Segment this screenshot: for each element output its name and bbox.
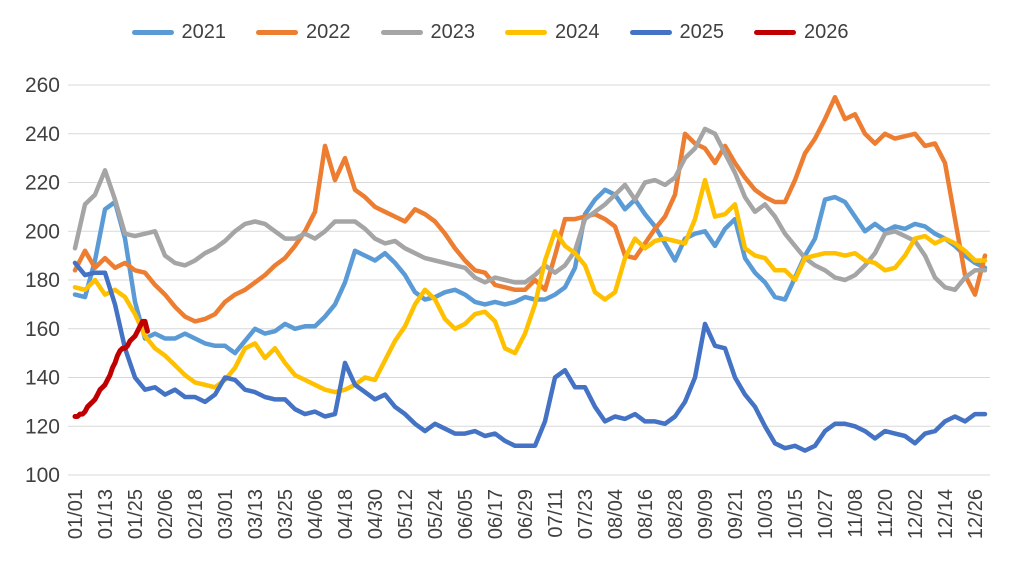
y-tick-label-200: 200 xyxy=(25,220,60,243)
x-tick-label-05-12: 05/12 xyxy=(395,489,417,539)
legend-label: 2023 xyxy=(430,21,476,43)
x-tick-label-04-18: 04/18 xyxy=(335,489,357,539)
legend-item-2023[interactable]: 2023 xyxy=(380,21,476,43)
legend-marker-2023 xyxy=(380,29,423,35)
y-tick-label-100: 100 xyxy=(25,464,60,487)
legend-marker-2025 xyxy=(629,29,672,35)
legend-item-2021[interactable]: 2021 xyxy=(131,21,227,43)
y-tick-label-140: 140 xyxy=(25,367,60,390)
x-tick-label-11-08: 11/08 xyxy=(845,489,867,538)
x-tick-label-06-17: 06/17 xyxy=(485,489,507,539)
x-tick-label-07-11: 07/11 xyxy=(545,489,567,538)
legend-item-2022[interactable]: 2022 xyxy=(256,22,351,42)
series-line-2026 xyxy=(72,318,150,419)
series-line-2023 xyxy=(72,126,988,293)
x-tick-label-10-03: 10/03 xyxy=(755,489,777,539)
x-tick-label-03-01: 03/01 xyxy=(215,489,237,539)
series-line-2022 xyxy=(72,94,988,324)
y-tick-label-120: 120 xyxy=(25,415,60,438)
legend-item-2024[interactable]: 2024 xyxy=(505,22,600,42)
x-tick-label-02-18: 02/18 xyxy=(185,489,207,539)
legend-label: 2024 xyxy=(555,21,600,43)
x-tick-label-04-30: 04/30 xyxy=(365,489,387,539)
x-tick-label-10-27: 10/27 xyxy=(815,489,837,539)
x-tick-label-12-02: 12/02 xyxy=(905,489,927,539)
y-tick-label-260: 260 xyxy=(25,74,60,97)
x-tick-label-04-06: 04/06 xyxy=(305,489,327,539)
x-tick-label-06-05: 06/05 xyxy=(455,489,477,539)
legend-label: 2025 xyxy=(679,21,725,43)
legend-marker-2026 xyxy=(754,29,796,35)
legend-marker-2021 xyxy=(131,29,174,35)
legend-label: 2021 xyxy=(181,21,227,43)
chart-legend: 2021 2022 2023 2024 2025 2026 xyxy=(0,22,980,42)
y-tick-label-220: 220 xyxy=(25,172,60,195)
x-tick-label-12-14: 12/14 xyxy=(935,489,957,539)
y-tick-label-240: 240 xyxy=(25,123,60,146)
legend-marker-2024 xyxy=(505,29,547,35)
x-tick-label-05-24: 05/24 xyxy=(425,489,447,539)
legend-label: 2022 xyxy=(306,21,351,43)
legend-item-2025[interactable]: 2025 xyxy=(629,21,725,43)
legend-label: 2026 xyxy=(804,21,849,43)
x-tick-label-03-13: 03/13 xyxy=(245,489,267,539)
x-tick-label-12-26: 12/26 xyxy=(965,489,987,539)
x-tick-label-02-06: 02/06 xyxy=(155,489,177,539)
x-tick-label-08-04: 08/04 xyxy=(605,489,627,539)
legend-item-2026[interactable]: 2026 xyxy=(754,22,849,42)
x-tick-label-11-20: 11/20 xyxy=(875,489,897,538)
series-line-2025 xyxy=(72,260,988,453)
y-tick-label-160: 160 xyxy=(25,318,60,341)
x-tick-label-03-25: 03/25 xyxy=(275,489,297,539)
x-tick-label-09-21: 09/21 xyxy=(725,489,747,539)
legend-marker-2022 xyxy=(256,29,298,35)
x-tick-label-08-16: 08/16 xyxy=(635,489,657,539)
x-tick-label-01-13: 01/13 xyxy=(95,489,117,539)
x-tick-label-07-23: 07/23 xyxy=(575,489,597,539)
x-tick-label-01-01: 01/01 xyxy=(65,489,87,539)
x-tick-label-06-29: 06/29 xyxy=(515,489,537,539)
x-tick-label-08-28: 08/28 xyxy=(665,489,687,539)
x-tick-label-01-25: 01/25 xyxy=(125,489,147,539)
series-line-2021 xyxy=(72,187,988,356)
x-tick-label-09-09: 09/09 xyxy=(695,489,717,539)
y-tick-label-180: 180 xyxy=(25,269,60,292)
x-tick-label-10-15: 10/15 xyxy=(785,489,807,539)
